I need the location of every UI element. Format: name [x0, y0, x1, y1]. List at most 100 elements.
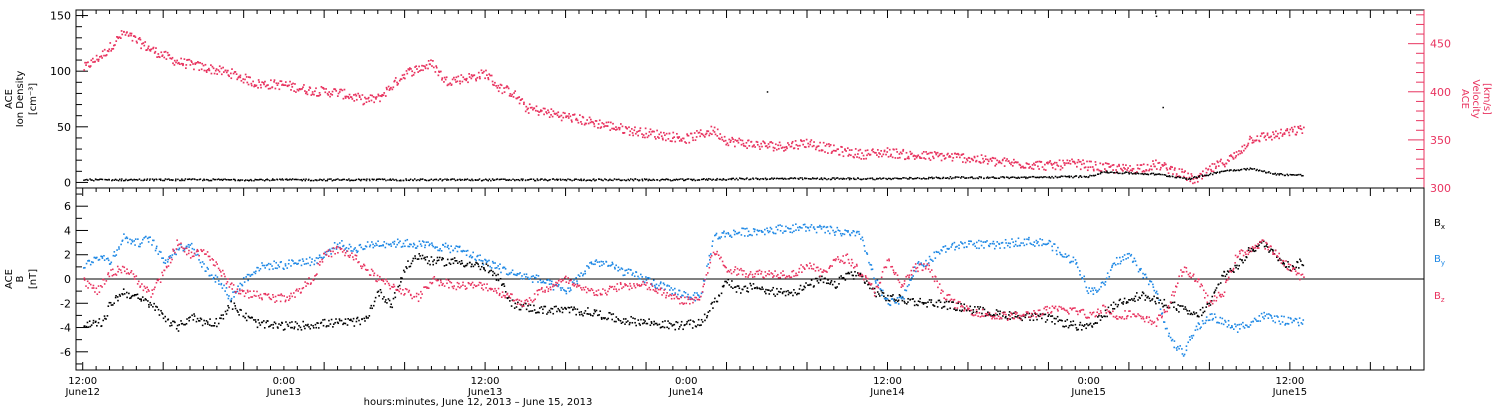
- bx-point: [1288, 266, 1290, 268]
- bz-point: [510, 293, 512, 295]
- density-point: [1142, 173, 1145, 176]
- velocity-point: [1169, 168, 1172, 170]
- velocity-point: [412, 74, 415, 76]
- bx-point: [1295, 266, 1298, 269]
- density-point: [1249, 167, 1252, 169]
- bx-point: [644, 320, 646, 322]
- by-point: [541, 281, 544, 284]
- bx-point: [480, 265, 483, 268]
- bx-point: [410, 262, 413, 265]
- bx-point: [191, 314, 193, 317]
- by-point: [714, 234, 717, 236]
- bz-point: [354, 254, 357, 257]
- bz-point: [404, 287, 407, 290]
- bx-point: [302, 320, 305, 323]
- by-point: [121, 239, 124, 242]
- bx-point: [620, 322, 623, 324]
- velocity-point: [1098, 169, 1101, 172]
- velocity-point: [305, 91, 308, 93]
- bx-point: [1239, 258, 1241, 261]
- by-point: [1284, 324, 1286, 326]
- velocity-point: [194, 62, 197, 65]
- by-point: [835, 230, 837, 233]
- by-point: [826, 226, 829, 228]
- velocity-point: [533, 107, 536, 110]
- bx-point: [979, 306, 982, 308]
- velocity-point: [238, 75, 240, 78]
- velocity-point: [966, 159, 969, 162]
- by-point: [423, 241, 425, 243]
- density-point: [845, 178, 848, 180]
- velocity-point: [198, 69, 201, 72]
- bx-point: [904, 302, 906, 304]
- bz-point: [130, 270, 133, 272]
- density-point: [1215, 172, 1217, 175]
- bx-point: [783, 290, 785, 293]
- bx-point: [1224, 275, 1227, 278]
- bz-point: [225, 282, 228, 285]
- bz-point: [453, 285, 455, 287]
- density-point: [472, 179, 474, 182]
- bz-point: [258, 297, 261, 299]
- by-point: [1135, 264, 1138, 267]
- by-point: [522, 277, 525, 280]
- density-point: [1128, 173, 1130, 175]
- bz-point: [441, 284, 443, 286]
- by-point: [109, 263, 112, 265]
- density-point: [540, 178, 542, 180]
- velocity-point: [919, 157, 921, 159]
- bx-point: [1201, 306, 1204, 309]
- density-point: [95, 178, 97, 181]
- bx-point: [424, 258, 427, 261]
- by-point: [124, 237, 127, 240]
- by-point: [1254, 318, 1257, 321]
- bx-point: [776, 293, 779, 296]
- bz-point: [272, 296, 275, 299]
- by-point: [1182, 355, 1185, 357]
- velocity-point: [208, 69, 211, 72]
- by-point: [743, 235, 746, 237]
- bx-point: [854, 270, 856, 273]
- velocity-point: [713, 131, 716, 133]
- velocity-point: [607, 121, 610, 124]
- bx-point: [452, 262, 455, 265]
- velocity-point: [695, 136, 698, 138]
- density-point: [776, 177, 778, 180]
- velocity-point: [190, 60, 193, 62]
- bx-point: [972, 309, 975, 311]
- density-point: [908, 178, 910, 180]
- bx-point: [1100, 315, 1103, 317]
- bx-point: [922, 303, 925, 305]
- bottom-tick-label: 2: [64, 249, 71, 262]
- bx-point: [641, 322, 644, 325]
- velocity-point: [780, 147, 783, 149]
- velocity-point: [290, 89, 292, 91]
- velocity-point: [297, 89, 300, 92]
- by-point: [1267, 317, 1270, 319]
- velocity-point: [886, 147, 889, 149]
- by-point: [437, 249, 439, 252]
- velocity-point: [206, 69, 209, 71]
- velocity-point: [1136, 164, 1139, 166]
- by-point: [284, 264, 287, 267]
- by-point: [568, 290, 571, 293]
- by-point: [360, 246, 363, 249]
- bx-point: [257, 319, 260, 321]
- density-point: [129, 178, 131, 181]
- velocity-point: [935, 152, 937, 154]
- velocity-point: [1087, 166, 1090, 169]
- density-point: [1291, 174, 1293, 176]
- bx-point: [739, 292, 742, 294]
- by-point: [186, 245, 188, 248]
- bz-point: [364, 268, 367, 271]
- velocity-point: [520, 98, 522, 101]
- density-point: [359, 179, 362, 182]
- velocity-point: [653, 130, 655, 133]
- density-point: [1225, 170, 1227, 172]
- by-point: [930, 259, 933, 261]
- bz-point: [315, 274, 317, 276]
- by-point: [565, 292, 568, 295]
- by-point: [587, 265, 590, 268]
- bx-point: [893, 300, 896, 302]
- bx-point: [691, 327, 694, 329]
